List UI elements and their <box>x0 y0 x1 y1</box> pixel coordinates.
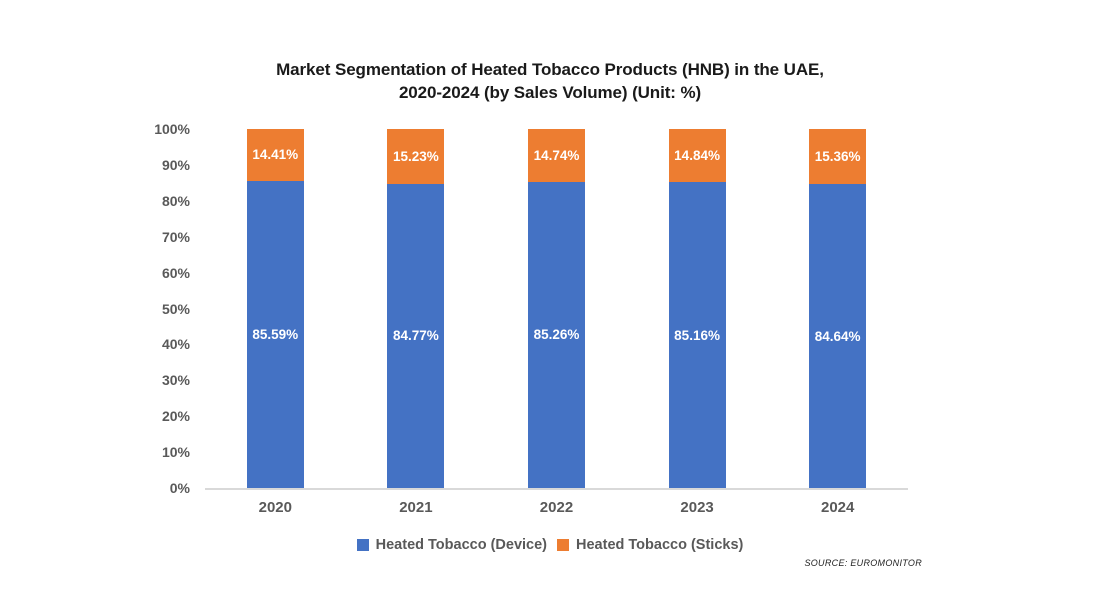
x-tick-label: 2020 <box>258 499 292 516</box>
data-label: 14.74% <box>533 147 580 163</box>
legend-item[interactable]: Heated Tobacco (Device) <box>356 537 548 553</box>
bar-segment[interactable]: 85.26% <box>527 181 585 488</box>
chart-title: Market Segmentation of Heated Tobacco Pr… <box>0 58 1100 104</box>
stacked-bar-2020[interactable]: 14.41% 85.59% <box>246 129 304 488</box>
data-label: 14.41% <box>252 147 299 163</box>
source-note: SOURCE: EUROMONITOR <box>804 558 922 568</box>
legend: Heated Tobacco (Device) Heated Tobacco (S… <box>0 537 1100 553</box>
data-label: 14.84% <box>674 148 720 164</box>
x-axis: 2020 2021 2022 2023 2024 <box>205 499 908 516</box>
data-label: 84.64% <box>814 328 861 344</box>
bar-slot: 14.84% 85.16% <box>627 129 768 488</box>
bars: 14.41% 85.59% 15.23% 84.77% 14.74% 85.26% 14.8… <box>205 129 908 488</box>
x-tick-label: 2021 <box>399 499 433 516</box>
bar-segment[interactable]: 14.41% <box>246 129 304 181</box>
data-label: 85.59% <box>252 326 299 342</box>
legend-swatch-icon <box>356 539 369 551</box>
y-tick-label: 100% <box>154 121 190 137</box>
y-tick-label: 0% <box>169 480 190 496</box>
y-tick-label: 80% <box>161 192 190 209</box>
legend-label: Heated Tobacco (Sticks) <box>576 537 744 553</box>
bar-slot: 14.74% 85.26% <box>486 129 627 488</box>
stacked-bar-2023[interactable]: 14.84% 85.16% <box>668 129 726 488</box>
data-label: 84.77% <box>392 328 439 344</box>
y-tick-label: 10% <box>161 444 190 461</box>
x-tick-label: 2022 <box>539 499 574 516</box>
data-label: 15.36% <box>814 149 861 165</box>
bar-segment[interactable]: 14.84% <box>668 129 726 183</box>
bar-segment[interactable]: 14.74% <box>527 129 585 182</box>
bar-segment[interactable]: 85.59% <box>246 180 304 488</box>
y-tick-label: 20% <box>161 408 190 425</box>
bar-slot: 14.41% 85.59% <box>205 129 346 488</box>
data-label: 15.23% <box>392 148 439 164</box>
y-axis: 100% 90% 80% 70% 60% 50% 40% 30% 20% 10% 0% <box>80 121 190 496</box>
x-tick-label: 2024 <box>820 499 855 516</box>
data-label: 85.26% <box>533 327 580 343</box>
data-label: 85.16% <box>674 327 720 343</box>
y-tick-label: 60% <box>161 264 190 281</box>
bar-slot: 15.23% 84.77% <box>346 129 487 488</box>
y-tick-label: 50% <box>161 300 190 317</box>
bar-segment[interactable]: 84.77% <box>387 183 445 488</box>
bar-segment[interactable]: 85.16% <box>668 182 726 488</box>
bar-segment[interactable]: 84.64% <box>809 184 867 488</box>
bar-segment[interactable]: 15.23% <box>387 129 445 184</box>
legend-swatch-icon <box>557 539 570 551</box>
chart-title-line2: 2020-2024 (by Sales Volume) (Unit: %) <box>398 83 702 102</box>
legend-item[interactable]: Heated Tobacco (Sticks) <box>557 537 743 553</box>
y-tick-label: 30% <box>161 372 190 389</box>
plot-area: 14.41% 85.59% 15.23% 84.77% 14.74% 85.26% 14.8… <box>205 129 908 490</box>
chart-title-line1: Market Segmentation of Heated Tobacco Pr… <box>276 60 824 79</box>
y-tick-label: 70% <box>161 228 190 245</box>
bar-slot: 15.36% 84.64% <box>767 129 908 488</box>
y-tick-label: 40% <box>161 336 190 353</box>
stacked-bar-2021[interactable]: 15.23% 84.77% <box>387 129 445 488</box>
bar-segment[interactable]: 15.36% <box>809 129 867 185</box>
y-tick-label: 90% <box>161 156 190 173</box>
legend-label: Heated Tobacco (Device) <box>375 537 548 553</box>
x-tick-label: 2023 <box>680 499 714 516</box>
stacked-bar-2024[interactable]: 15.36% 84.64% <box>809 129 867 488</box>
stacked-bar-2022[interactable]: 14.74% 85.26% <box>527 129 585 488</box>
